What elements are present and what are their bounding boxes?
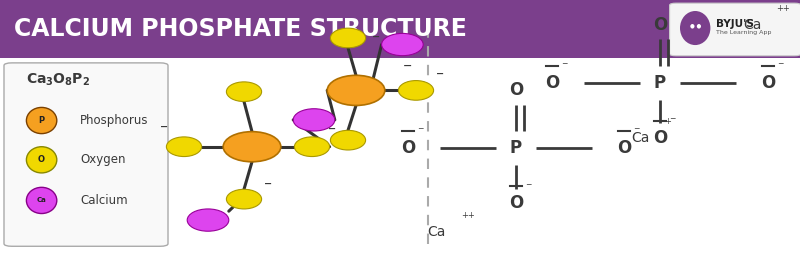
Text: Ca: Ca xyxy=(37,198,46,203)
FancyBboxPatch shape xyxy=(670,3,800,56)
Ellipse shape xyxy=(187,209,229,231)
Text: −: − xyxy=(526,180,532,189)
Text: O: O xyxy=(653,16,667,34)
Ellipse shape xyxy=(382,33,423,56)
Ellipse shape xyxy=(26,187,57,214)
Text: −: − xyxy=(372,32,380,42)
Text: −: − xyxy=(160,122,168,132)
Text: $\bf{Ca_3O_8P_2}$: $\bf{Ca_3O_8P_2}$ xyxy=(26,72,90,88)
Text: Ca: Ca xyxy=(427,225,445,239)
Ellipse shape xyxy=(330,28,366,48)
Text: CALCIUM PHOSPHATE STRUCTURE: CALCIUM PHOSPHATE STRUCTURE xyxy=(14,17,467,41)
Text: −: − xyxy=(264,178,272,188)
Text: +: + xyxy=(664,117,671,126)
Text: Calcium: Calcium xyxy=(80,194,128,207)
Text: O: O xyxy=(509,81,523,99)
Text: −: − xyxy=(436,68,444,78)
Text: ++: ++ xyxy=(462,211,475,220)
Text: P: P xyxy=(38,116,45,125)
Ellipse shape xyxy=(226,82,262,101)
Text: Ca: Ca xyxy=(631,130,649,145)
Ellipse shape xyxy=(327,75,385,105)
Ellipse shape xyxy=(294,137,330,157)
Text: O: O xyxy=(617,139,631,157)
Ellipse shape xyxy=(226,189,262,209)
Text: P: P xyxy=(654,74,666,91)
Ellipse shape xyxy=(166,137,202,157)
Ellipse shape xyxy=(680,11,710,45)
Text: The Learning App: The Learning App xyxy=(716,30,771,35)
Text: O: O xyxy=(545,74,559,91)
Text: −: − xyxy=(670,114,676,123)
Ellipse shape xyxy=(293,109,334,131)
Text: −: − xyxy=(778,59,784,68)
Ellipse shape xyxy=(26,107,57,134)
Text: −: − xyxy=(403,61,413,70)
Ellipse shape xyxy=(398,81,434,100)
Text: O: O xyxy=(761,74,775,91)
Text: O: O xyxy=(509,194,523,212)
Text: O: O xyxy=(401,139,415,157)
Text: Oxygen: Oxygen xyxy=(80,153,126,166)
Text: −: − xyxy=(328,123,336,133)
Text: −: − xyxy=(634,125,640,134)
Text: P: P xyxy=(510,139,522,157)
Ellipse shape xyxy=(26,147,57,173)
Ellipse shape xyxy=(223,132,281,162)
Text: O: O xyxy=(653,129,667,146)
Ellipse shape xyxy=(330,130,366,150)
Text: BYJU'S: BYJU'S xyxy=(716,19,754,29)
Text: ++: ++ xyxy=(776,4,790,13)
FancyBboxPatch shape xyxy=(4,63,168,246)
Text: −: − xyxy=(418,125,424,134)
Text: Phosphorus: Phosphorus xyxy=(80,114,149,127)
FancyBboxPatch shape xyxy=(0,0,800,58)
Text: Ca: Ca xyxy=(743,18,761,32)
Text: ● ●: ● ● xyxy=(690,24,701,29)
Text: O: O xyxy=(38,155,45,164)
Text: −: − xyxy=(562,59,568,68)
